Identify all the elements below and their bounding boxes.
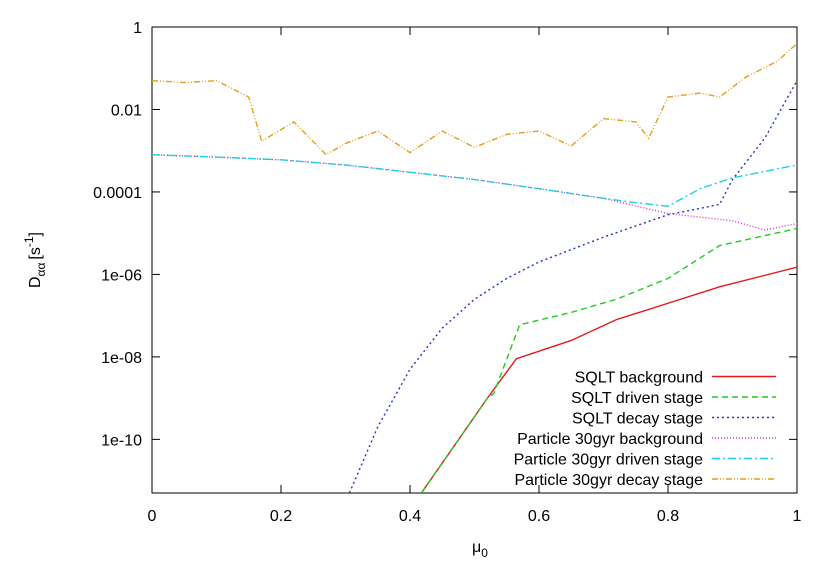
- series-line: [152, 42, 797, 156]
- y-tick-label: 1e-10: [101, 432, 142, 449]
- x-tick-label: 1: [793, 508, 802, 525]
- x-tick-label: 0.2: [270, 508, 292, 525]
- y-label-sup: -1: [22, 236, 36, 247]
- y-tick-label: 0.0001: [93, 185, 142, 202]
- y-label-open: [s: [27, 247, 44, 259]
- series-line: [420, 266, 797, 493]
- y-label-close: ]: [27, 232, 44, 236]
- series-line: [152, 154, 797, 231]
- y-label-main: D: [27, 276, 44, 288]
- y-tick-label: 1e-08: [101, 350, 142, 367]
- series-line: [420, 227, 797, 493]
- y-tick-label: 0.01: [111, 102, 142, 119]
- x-label-sub: 0: [481, 546, 488, 560]
- legend-label: Particle 30gyr driven stage: [514, 452, 704, 469]
- x-label-main: μ: [472, 539, 481, 556]
- legend-label: SQLT driven stage: [571, 390, 703, 407]
- legend-label: SQLT decay stage: [572, 411, 703, 428]
- x-axis-label: μ0: [472, 539, 488, 560]
- y-tick-label: 1: [133, 20, 142, 37]
- y-axis-label: Dαα [s-1]: [22, 232, 48, 288]
- series-line: [152, 154, 797, 207]
- legend-label: Particle 30gyr background: [517, 431, 703, 448]
- legend-label: SQLT background: [575, 370, 703, 387]
- x-tick-label: 0.6: [528, 508, 550, 525]
- x-tick-label: 0.8: [657, 508, 679, 525]
- plot-frame: [151, 26, 798, 494]
- legend-label: Particle 30gyr decay stage: [514, 472, 703, 489]
- y-label-sub: αα: [34, 263, 48, 277]
- x-tick-label: 0.4: [399, 508, 421, 525]
- x-tick-label: 0: [148, 508, 157, 525]
- y-tick-label: 1e-06: [101, 267, 142, 284]
- plot-area: [152, 42, 797, 493]
